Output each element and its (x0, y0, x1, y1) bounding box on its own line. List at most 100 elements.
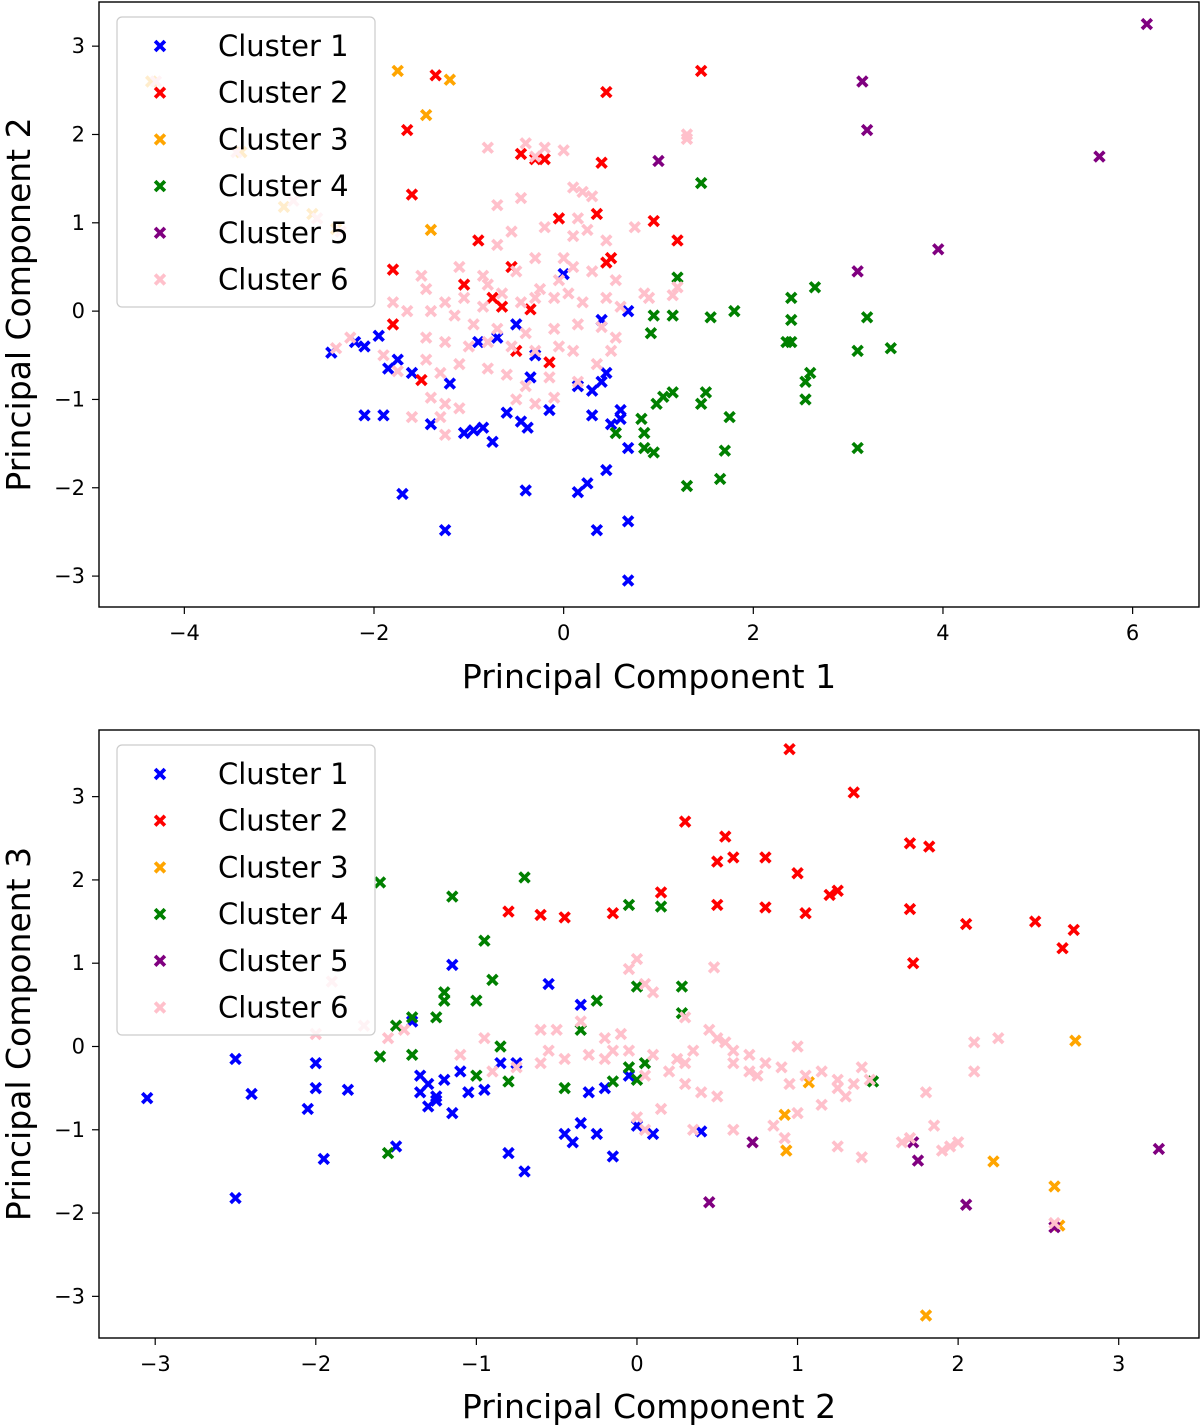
point-cluster-1 (621, 515, 635, 528)
point-cluster-6 (614, 300, 627, 313)
point-cluster-2 (727, 851, 740, 864)
point-cluster-6 (743, 1048, 756, 1062)
legend-label-cluster-1: Cluster 1 (218, 29, 349, 63)
point-cluster-4 (373, 876, 387, 889)
x-tick-label: 3 (1112, 1352, 1125, 1376)
point-cluster-1 (585, 384, 599, 397)
point-cluster-2 (1067, 923, 1080, 937)
point-cluster-6 (462, 340, 476, 353)
point-cluster-4 (389, 1019, 403, 1032)
point-cluster-6 (590, 357, 604, 371)
point-cluster-6 (400, 304, 414, 318)
point-cluster-4 (650, 397, 663, 411)
point-cluster-2 (600, 256, 613, 269)
point-cluster-1 (443, 377, 457, 390)
point-cluster-1 (446, 958, 459, 972)
point-cluster-6 (935, 1144, 949, 1157)
point-cluster-5 (959, 1198, 973, 1211)
point-cluster-6 (791, 1040, 804, 1053)
point-cluster-2 (654, 886, 668, 899)
x-tick-label: 0 (630, 1352, 643, 1376)
point-cluster-4 (785, 291, 798, 305)
point-cluster-2 (552, 212, 566, 225)
point-cluster-4 (638, 441, 651, 455)
point-cluster-6 (903, 1131, 917, 1145)
point-cluster-1 (454, 1065, 467, 1078)
point-cluster-6 (604, 344, 618, 358)
y-tick-label: −3 (54, 564, 85, 588)
point-cluster-6 (799, 1069, 812, 1082)
chart-panel-1: −4 −2 0 2 4 6 −3 −2 −1 0 1 2 3 Principal Component 1 P… (0, 1, 1200, 696)
y-axis-label: Principal Component 3 (0, 847, 38, 1221)
point-cluster-6 (552, 274, 566, 287)
point-cluster-6 (694, 1086, 708, 1099)
point-cluster-4 (699, 386, 713, 399)
point-cluster-6 (557, 251, 570, 265)
point-cluster-4 (851, 344, 864, 358)
point-cluster-6 (419, 353, 433, 366)
point-cluster-4 (666, 386, 679, 399)
point-cluster-6 (727, 1056, 740, 1070)
legend-marker-cluster-1 (153, 39, 167, 53)
point-cluster-1 (309, 1081, 322, 1095)
x-tick-label: 2 (951, 1352, 964, 1376)
legend-label-cluster-6: Cluster 6 (218, 263, 349, 297)
point-cluster-1 (438, 1073, 451, 1087)
point-cluster-6 (533, 282, 547, 296)
point-cluster-5 (911, 1154, 925, 1167)
point-cluster-1 (614, 403, 627, 417)
point-cluster-2 (472, 234, 485, 247)
legend-label-cluster-5: Cluster 5 (218, 216, 349, 250)
point-cluster-1 (421, 1077, 435, 1091)
point-cluster-6 (476, 300, 490, 313)
point-cluster-6 (381, 1031, 395, 1045)
point-cluster-6 (481, 141, 494, 154)
point-cluster-6 (542, 1044, 555, 1057)
point-cluster-6 (630, 952, 644, 966)
point-cluster-4 (373, 1050, 387, 1063)
legend-marker-cluster-6 (153, 273, 167, 286)
point-cluster-6 (386, 296, 400, 309)
point-cluster-4 (654, 900, 668, 913)
point-cluster-6 (529, 150, 542, 163)
point-cluster-6 (424, 391, 438, 404)
point-cluster-6 (680, 132, 694, 146)
legend-marker-cluster-6 (153, 1001, 167, 1014)
point-cluster-6 (654, 1102, 668, 1116)
point-cluster-4 (558, 1081, 571, 1095)
point-cluster-1 (600, 366, 613, 380)
x-tick-label: 0 (557, 621, 570, 645)
point-cluster-6 (598, 1031, 612, 1045)
y-axis-label: Principal Component 2 (0, 117, 38, 491)
point-cluster-5 (851, 265, 864, 278)
axes-frame (98, 1, 1200, 608)
point-cluster-6 (678, 1011, 692, 1024)
point-cluster-6 (500, 368, 513, 381)
point-cluster-4 (713, 472, 727, 486)
point-cluster-6 (670, 1052, 684, 1066)
point-cluster-6 (481, 278, 494, 291)
point-cluster-6 (495, 287, 509, 300)
point-cluster-2 (759, 901, 772, 914)
point-cluster-2 (543, 356, 556, 369)
point-cluster-6 (847, 1077, 860, 1091)
legend-marker-cluster-2 (153, 86, 167, 99)
point-cluster-5 (1093, 150, 1106, 163)
point-cluster-6 (552, 340, 566, 353)
point-cluster-1 (478, 1083, 491, 1097)
point-cluster-5 (932, 243, 945, 256)
point-cluster-1 (521, 421, 534, 434)
point-cluster-6 (419, 331, 433, 344)
point-cluster-3 (443, 73, 457, 86)
point-cluster-2 (1029, 915, 1042, 928)
point-cluster-1 (621, 441, 635, 455)
point-cluster-2 (831, 884, 844, 897)
point-cluster-6 (438, 397, 452, 411)
point-cluster-6 (703, 1023, 716, 1037)
point-cluster-6 (476, 269, 490, 282)
point-cluster-4 (644, 327, 658, 340)
legend-marker-cluster-1 (153, 767, 167, 781)
point-cluster-6 (646, 1048, 660, 1062)
point-cluster-6 (514, 296, 528, 309)
point-cluster-6 (534, 1056, 547, 1070)
